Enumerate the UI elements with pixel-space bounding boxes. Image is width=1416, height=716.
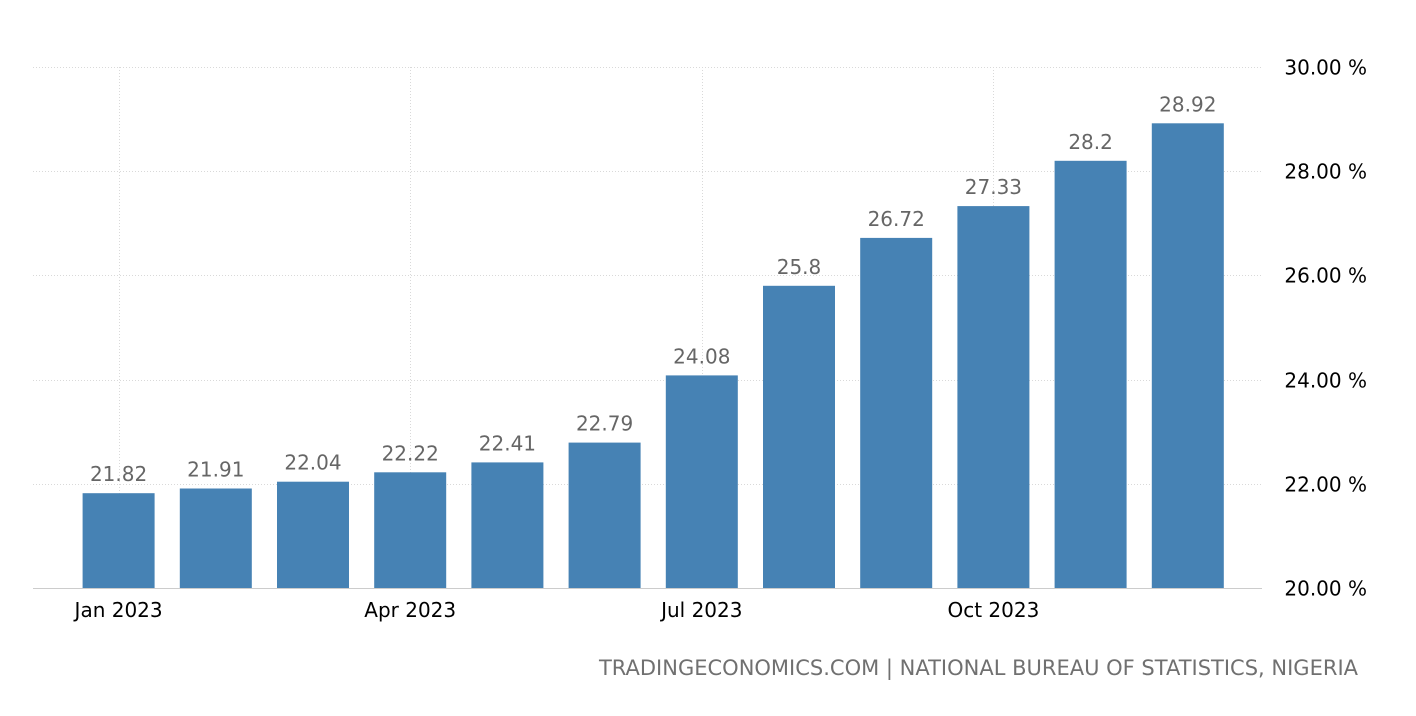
data-label: 27.33 [965, 175, 1022, 199]
bar [957, 206, 1030, 588]
data-label: 28.2 [1068, 130, 1113, 154]
y-tick-label: 24.00 % [1284, 369, 1367, 393]
bar [568, 442, 641, 588]
y-tick-label: 22.00 % [1284, 473, 1367, 497]
bar [763, 285, 835, 588]
data-label: 21.82 [90, 462, 147, 486]
x-tick-label: Jan 2023 [73, 598, 163, 622]
bar [82, 493, 155, 588]
bar [860, 237, 933, 588]
y-tick-label: 26.00 % [1284, 264, 1367, 288]
data-label: 22.41 [479, 431, 536, 455]
bar [1054, 160, 1127, 589]
y-tick-label: 20.00 % [1284, 577, 1367, 601]
data-label: 24.08 [673, 344, 730, 368]
data-label: 21.91 [187, 458, 244, 482]
source-credit: TRADINGECONOMICS.COM | NATIONAL BUREAU O… [598, 656, 1358, 680]
data-label: 26.72 [868, 207, 925, 231]
y-tick-label: 30.00 % [1284, 56, 1367, 80]
x-tick-label: Apr 2023 [364, 598, 456, 622]
y-tick-label: 28.00 % [1284, 160, 1367, 184]
data-label: 22.22 [382, 441, 439, 465]
bar [179, 488, 252, 588]
bar [277, 481, 349, 588]
bar [665, 375, 738, 588]
bar [374, 472, 447, 588]
data-label: 25.8 [777, 255, 822, 279]
bar [1151, 123, 1224, 589]
x-tick-label: Jul 2023 [659, 598, 742, 622]
data-label: 22.79 [576, 412, 633, 436]
x-tick-label: Oct 2023 [947, 598, 1039, 622]
data-label: 22.04 [284, 451, 341, 475]
data-label: 28.92 [1159, 92, 1216, 116]
bar [471, 462, 544, 588]
